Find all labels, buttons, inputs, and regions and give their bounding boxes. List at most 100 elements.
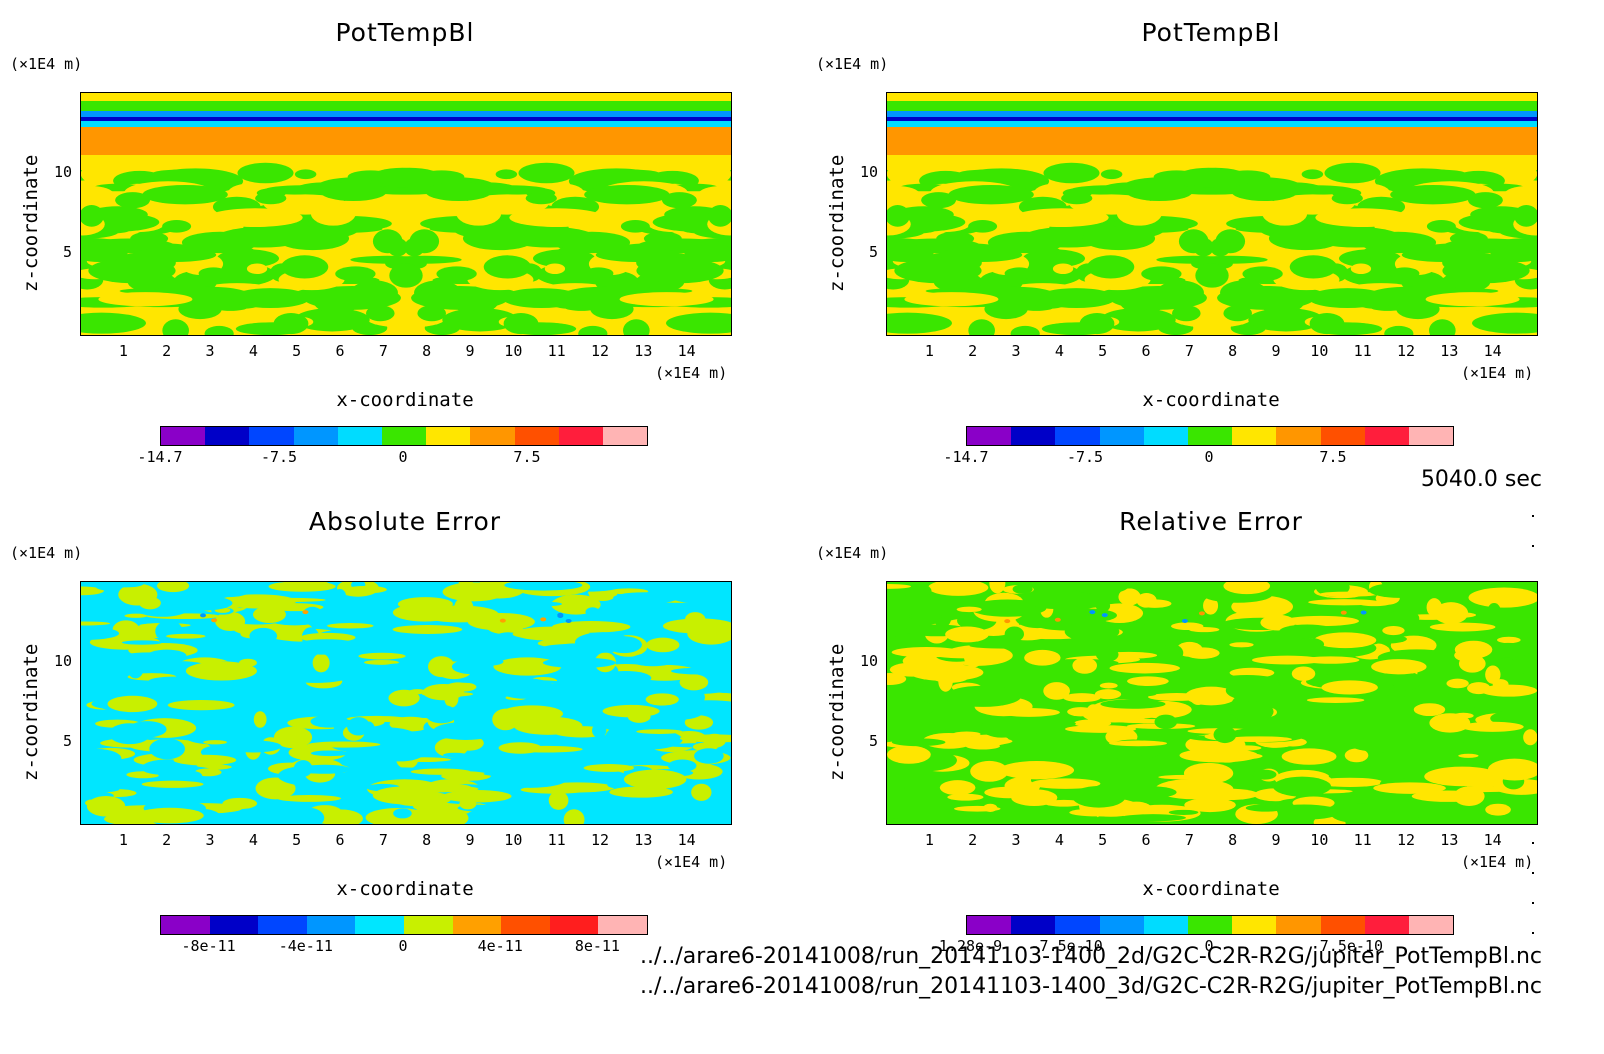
heatmap-blob xyxy=(310,715,348,728)
colorbar-segment xyxy=(1408,916,1454,934)
heatmap-blob xyxy=(291,639,363,655)
heatmap-blob xyxy=(81,626,120,640)
heatmap-blob xyxy=(496,678,555,699)
chart-panel-2: PotTempBl (×1E4 m) z-coordinate 5 10 1 2 3 4 5 6 7 8… xyxy=(806,0,1604,480)
heatmap-blob xyxy=(1363,246,1389,256)
colorbar-segment xyxy=(967,916,1012,934)
x-tick-label: 8 xyxy=(422,831,432,849)
heatmap-blob xyxy=(1024,649,1061,666)
x-tick-label: 12 xyxy=(590,342,610,360)
heatmap-blob xyxy=(1011,789,1058,806)
heatmap-blob xyxy=(1172,305,1201,322)
heatmap-blob xyxy=(623,769,687,790)
heatmap-blob xyxy=(638,805,676,811)
heatmap-blob xyxy=(255,192,287,205)
x-tick-label: 7 xyxy=(1184,342,1194,360)
colorbar-label: 0 xyxy=(398,937,408,955)
heatmap-blob xyxy=(1478,630,1532,640)
colorbar-label: -4e-11 xyxy=(278,937,333,955)
heatmap-blob xyxy=(1413,703,1446,717)
heatmap-blob xyxy=(320,182,387,202)
y-tick-label: 5 xyxy=(62,243,72,262)
colorbar-segment xyxy=(967,427,1012,445)
heatmap-blob xyxy=(387,255,462,264)
heatmap-blob xyxy=(1079,313,1115,335)
heatmap-blob xyxy=(294,308,370,332)
heatmap-blob xyxy=(255,777,296,800)
heatmap-blob xyxy=(1350,263,1372,275)
x-tick-label: 6 xyxy=(335,342,345,360)
heatmap-blob xyxy=(253,711,267,728)
heatmap-blob xyxy=(620,220,650,233)
heatmap-field xyxy=(80,581,732,825)
heatmap-blob xyxy=(1382,626,1405,636)
heatmap-blob xyxy=(167,700,235,711)
x-axis-label: x-coordinate xyxy=(1142,389,1280,411)
heatmap-blob xyxy=(953,805,1001,812)
heatmap-blob xyxy=(1154,714,1178,730)
colorbar-segment xyxy=(470,427,515,445)
x-tick-label: 13 xyxy=(1440,342,1459,360)
x-axis-label: x-coordinate xyxy=(336,878,474,900)
heatmap-band xyxy=(81,101,731,111)
colorbar-segment xyxy=(258,916,307,934)
heatmap-blob xyxy=(1365,752,1390,769)
heatmap-blob xyxy=(1141,266,1182,282)
x-tick-label: 5 xyxy=(1098,342,1108,360)
heatmap-blob xyxy=(1368,582,1434,598)
heatmap-blob xyxy=(1128,691,1157,697)
heatmap-blob xyxy=(1027,592,1086,610)
heatmap-blob xyxy=(887,245,934,262)
heatmap-blob xyxy=(667,759,697,772)
heatmap-blob xyxy=(997,707,1060,717)
heatmap-blob xyxy=(1148,693,1206,701)
heatmap-blob xyxy=(358,652,406,660)
heatmap-blob xyxy=(891,738,946,747)
heatmap-blob xyxy=(498,742,542,754)
heatmap-blob xyxy=(703,164,731,184)
heatmap-blob xyxy=(1223,305,1252,322)
heatmap-blob xyxy=(491,767,570,788)
x-tick-label: 4 xyxy=(248,831,258,849)
x-tick-label: 14 xyxy=(1483,342,1502,360)
colorbar xyxy=(160,915,648,935)
heatmap-blob xyxy=(178,770,203,782)
heatmap-blob xyxy=(1065,643,1117,649)
heatmap-blob xyxy=(1043,682,1070,700)
heatmap-blob xyxy=(1515,655,1534,662)
heatmap-blob xyxy=(909,664,984,682)
heatmap-blob xyxy=(938,247,1023,263)
heatmap-blob xyxy=(1283,615,1360,627)
heatmap-blob xyxy=(1458,753,1479,758)
heatmap-blob xyxy=(970,760,1009,782)
heatmap-blob xyxy=(1248,308,1324,332)
heatmap-blob xyxy=(1181,618,1188,623)
colorbar-segment xyxy=(355,916,404,934)
colorbar-segment xyxy=(161,916,210,934)
heatmap-blob xyxy=(1265,702,1327,713)
heatmap-blob xyxy=(229,246,255,256)
x-tick-label: 12 xyxy=(1396,342,1416,360)
y-tick-label: 10 xyxy=(53,162,72,181)
heatmap-blob xyxy=(1344,748,1369,763)
heatmap-blob xyxy=(968,220,998,233)
heatmap-blob xyxy=(574,632,631,653)
heatmap-blob xyxy=(410,768,471,775)
heatmap-blob xyxy=(548,790,569,810)
heatmap-blob xyxy=(1429,622,1496,632)
heatmap-blob xyxy=(1379,730,1407,735)
heatmap-blob xyxy=(584,184,670,205)
heatmap-blob xyxy=(1429,713,1471,733)
heatmap-band xyxy=(81,111,731,119)
heatmap-blob xyxy=(512,629,557,639)
heatmap-blob xyxy=(1087,255,1135,279)
heatmap-blob xyxy=(1217,285,1315,310)
heatmap-blob xyxy=(170,595,233,611)
heatmap-blob xyxy=(443,752,467,758)
heatmap-blob xyxy=(1424,766,1501,787)
heatmap-blob xyxy=(1443,692,1469,707)
x-unit-label: (×1E4 m) xyxy=(1461,364,1534,382)
heatmap-blob xyxy=(1116,753,1148,772)
heatmap-blob xyxy=(1425,292,1520,307)
x-tick-label: 2 xyxy=(162,831,172,849)
